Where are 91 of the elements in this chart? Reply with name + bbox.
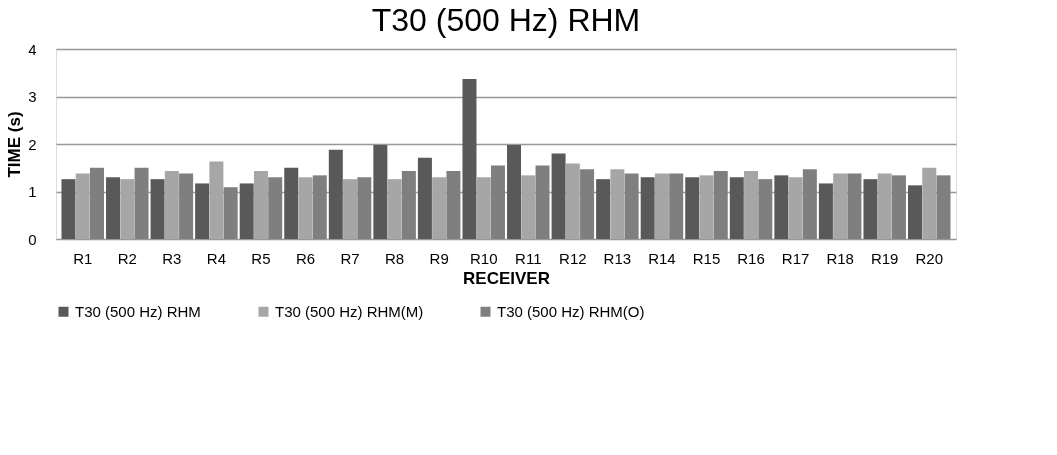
bar xyxy=(565,163,580,239)
x-tick-label: R11 xyxy=(515,249,542,267)
bar xyxy=(744,171,759,239)
legend-label: T30 (500 Hz) RHM xyxy=(75,302,201,320)
x-tick-label: R10 xyxy=(469,249,498,267)
bar xyxy=(343,179,358,239)
legend-label: T30 (500 Hz) RHM(M) xyxy=(275,302,424,320)
bar xyxy=(877,173,892,239)
bar xyxy=(89,167,104,239)
bar xyxy=(596,179,611,239)
x-tick-label: R6 xyxy=(295,249,316,267)
bar xyxy=(729,177,744,239)
legend-label: T30 (500 Hz) RHM(O) xyxy=(497,302,645,320)
x-tick-label: R13 xyxy=(603,249,632,267)
bar xyxy=(788,177,803,239)
bar xyxy=(106,177,121,239)
bar xyxy=(120,179,135,239)
x-tick-label: R9 xyxy=(429,249,449,267)
bar xyxy=(357,177,372,239)
bar xyxy=(446,171,461,239)
x-tick-label: R17 xyxy=(781,249,810,267)
x-tick-label: R5 xyxy=(251,249,271,267)
bar xyxy=(891,175,906,239)
x-tick-label: R1 xyxy=(73,249,93,267)
bar xyxy=(417,157,432,239)
bar xyxy=(713,171,728,239)
bar xyxy=(150,179,165,239)
bar xyxy=(401,171,416,239)
x-tick-label: R4 xyxy=(206,249,226,267)
bar xyxy=(610,169,625,239)
bar xyxy=(580,169,595,239)
x-tick-label: R16 xyxy=(737,249,765,267)
y-tick-label: 1 xyxy=(28,183,37,200)
x-axis-title: RECEIVER xyxy=(463,268,550,288)
x-tick-label: R12 xyxy=(559,249,587,267)
bar xyxy=(253,171,268,239)
bar xyxy=(833,173,848,239)
bar xyxy=(209,161,224,239)
bar xyxy=(774,175,789,239)
bar xyxy=(223,187,238,239)
y-tick-label: 3 xyxy=(28,88,37,105)
bar xyxy=(922,167,937,239)
x-tick-label: R18 xyxy=(826,249,854,267)
bar xyxy=(476,177,491,239)
bar xyxy=(164,171,179,239)
bar xyxy=(328,149,343,239)
bar xyxy=(521,175,536,239)
bar xyxy=(818,183,833,239)
y-tick-label: 4 xyxy=(28,40,37,58)
x-tick-label: R14 xyxy=(648,249,676,267)
bar xyxy=(387,179,402,239)
bar xyxy=(507,144,522,239)
bar xyxy=(640,177,655,239)
bar xyxy=(654,173,669,239)
bar xyxy=(908,185,923,239)
bar xyxy=(179,173,194,239)
bar xyxy=(284,167,299,239)
bar xyxy=(863,179,878,239)
bar xyxy=(195,183,210,239)
bar xyxy=(432,177,447,239)
chart-title: T30 (500 Hz) RHM xyxy=(371,2,641,38)
bar xyxy=(936,175,951,239)
y-tick-label: 2 xyxy=(28,135,37,153)
x-tick-label: R2 xyxy=(117,249,137,267)
bar xyxy=(802,169,817,239)
bar xyxy=(624,173,639,239)
x-tick-label: R19 xyxy=(870,249,899,267)
bar xyxy=(669,173,684,239)
bar xyxy=(134,167,149,239)
bar xyxy=(847,173,862,239)
bar xyxy=(312,175,327,239)
x-tick-label: R15 xyxy=(692,249,721,267)
bar xyxy=(268,177,283,239)
y-axis-title: TIME (s) xyxy=(5,111,25,178)
x-tick-label: R3 xyxy=(162,249,182,267)
bar xyxy=(758,179,773,239)
x-tick-label: R8 xyxy=(385,249,405,267)
bar xyxy=(373,144,388,239)
bar xyxy=(61,179,76,239)
bar xyxy=(75,173,90,239)
bar xyxy=(685,177,700,239)
bar xyxy=(239,183,254,239)
y-tick-label: 0 xyxy=(28,230,37,248)
x-tick-label: R7 xyxy=(340,249,360,267)
x-tick-label: R20 xyxy=(915,249,944,267)
bar xyxy=(462,78,477,239)
bar xyxy=(490,165,505,239)
bar xyxy=(551,153,566,239)
bar xyxy=(699,175,714,239)
bar xyxy=(298,177,313,239)
bar xyxy=(535,165,550,239)
